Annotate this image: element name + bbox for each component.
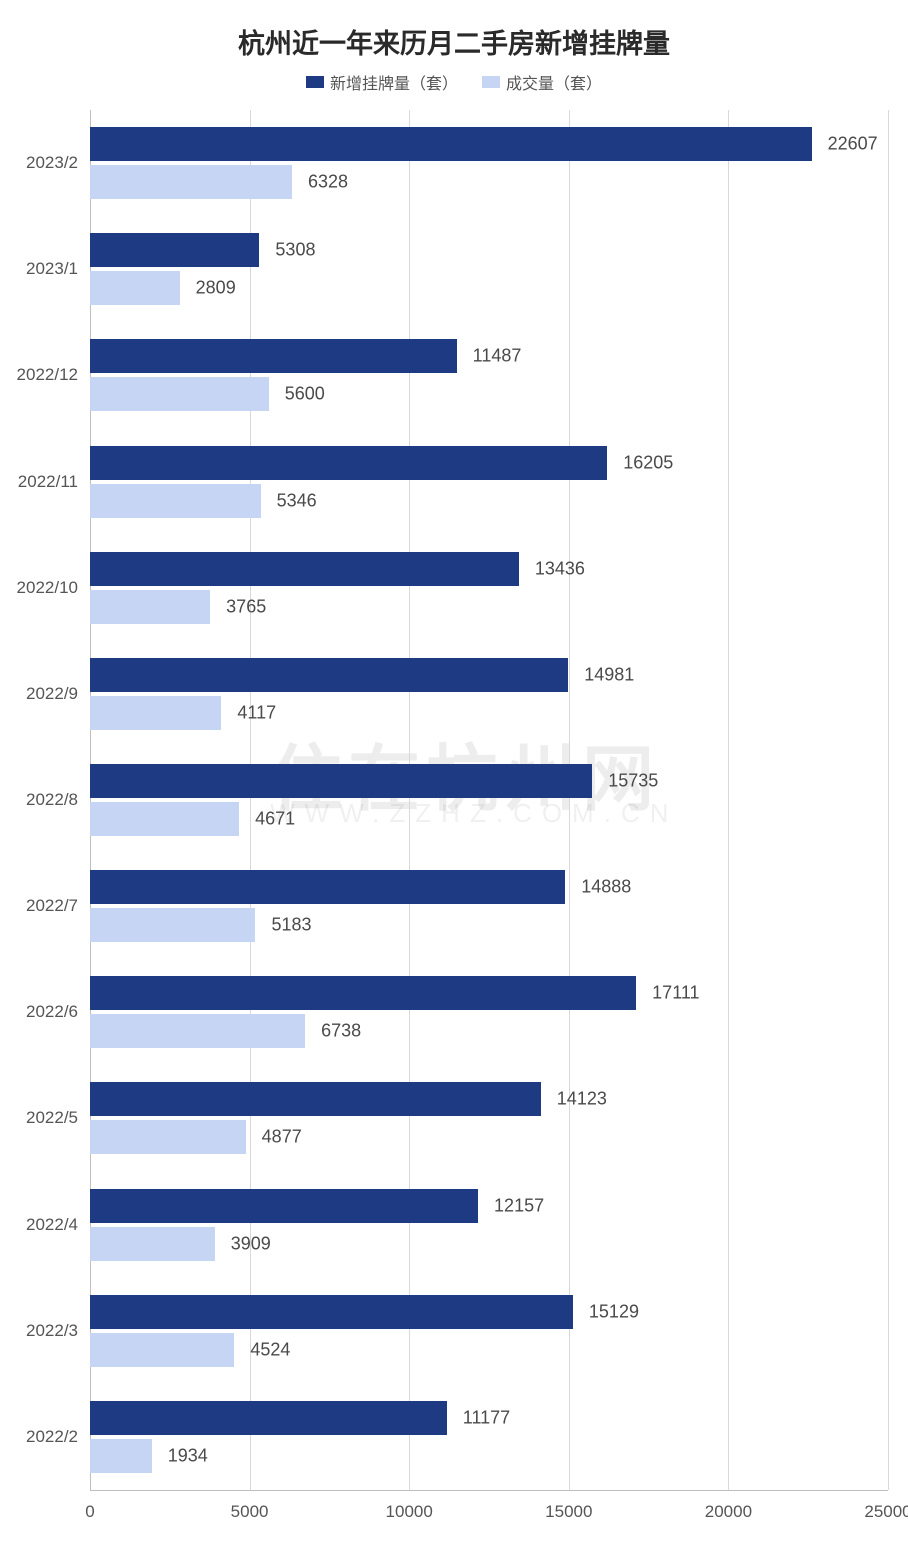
bar-listings [90,552,519,586]
data-label: 6328 [308,172,348,193]
data-label: 16205 [623,452,673,473]
y-tick-label: 2022/10 [0,578,78,598]
legend-swatch [482,76,500,88]
bar-transactions [90,165,292,199]
y-tick-label: 2022/9 [0,684,78,704]
y-tick-label: 2023/1 [0,259,78,279]
y-tick-label: 2022/4 [0,1215,78,1235]
y-tick-label: 2022/3 [0,1321,78,1341]
bar-listings [90,764,592,798]
data-label: 11177 [463,1407,510,1428]
x-tick-label: 10000 [386,1502,433,1522]
data-label: 13436 [535,558,585,579]
y-tick-label: 2022/11 [0,472,78,492]
x-tick-label: 15000 [545,1502,592,1522]
data-label: 14981 [584,664,634,685]
bar-transactions [90,590,210,624]
watermark-url: WWW.ZZHZ.COM.CN [270,798,679,829]
bar-transactions [90,908,255,942]
x-tick-label: 20000 [705,1502,752,1522]
y-tick-label: 2022/12 [0,365,78,385]
gridline [90,110,91,1490]
data-label: 4877 [262,1127,302,1148]
gridline [728,110,729,1490]
legend-label: 新增挂牌量（套） [330,70,458,94]
bar-transactions [90,802,239,836]
data-label: 22607 [828,134,878,155]
data-label: 5183 [271,915,311,936]
bar-transactions [90,1120,246,1154]
data-label: 4117 [237,702,276,723]
y-tick-label: 2022/5 [0,1108,78,1128]
bar-listings [90,446,607,480]
gridline [888,110,889,1490]
plot-area: 住在杭州网WWW.ZZHZ.COM.CN05000100001500020000… [90,110,888,1490]
data-label: 6738 [321,1021,361,1042]
bar-listings [90,658,568,692]
bar-listings [90,1401,447,1435]
gridline [409,110,410,1490]
bar-transactions [90,1014,305,1048]
bar-transactions [90,484,261,518]
data-label: 5308 [275,240,315,261]
bar-listings [90,127,812,161]
data-label: 17111 [652,983,699,1004]
data-label: 2809 [196,278,236,299]
bar-listings [90,870,565,904]
chart-legend: 新增挂牌量（套） 成交量（套） [0,70,908,94]
y-tick-label: 2022/6 [0,1002,78,1022]
bar-listings [90,339,457,373]
data-label: 5600 [285,384,325,405]
data-label: 1934 [168,1445,208,1466]
chart-title: 杭州近一年来历月二手房新增挂牌量 [0,22,908,61]
bar-listings [90,1189,478,1223]
hangzhou-listing-chart: 杭州近一年来历月二手房新增挂牌量 新增挂牌量（套） 成交量（套） 住在杭州网WWW… [0,0,908,1545]
data-label: 15735 [608,771,658,792]
bar-transactions [90,1227,215,1261]
data-label: 14888 [581,877,631,898]
y-tick-label: 2023/2 [0,153,78,173]
bar-transactions [90,1439,152,1473]
data-label: 15129 [589,1301,639,1322]
x-tick-label: 5000 [231,1502,269,1522]
y-tick-label: 2022/2 [0,1427,78,1447]
bar-listings [90,233,259,267]
bar-transactions [90,696,221,730]
data-label: 4671 [255,809,295,830]
bar-listings [90,1082,541,1116]
data-label: 3909 [231,1233,271,1254]
x-tick-label: 0 [85,1502,94,1522]
x-tick-label: 25000 [864,1502,908,1522]
legend-item: 新增挂牌量（套） [306,70,458,94]
bar-listings [90,1295,573,1329]
data-label: 11487 [473,346,522,367]
data-label: 5346 [277,490,317,511]
bar-transactions [90,1333,234,1367]
data-label: 14123 [557,1089,607,1110]
data-label: 12157 [494,1195,544,1216]
legend-label: 成交量（套） [506,70,602,94]
bar-listings [90,976,636,1010]
gridline [250,110,251,1490]
bar-transactions [90,377,269,411]
gridline [569,110,570,1490]
legend-swatch [306,76,324,88]
legend-item: 成交量（套） [482,70,602,94]
y-tick-label: 2022/7 [0,896,78,916]
data-label: 4524 [250,1339,290,1360]
x-axis-line [90,1490,888,1491]
data-label: 3765 [226,596,266,617]
bar-transactions [90,271,180,305]
y-tick-label: 2022/8 [0,790,78,810]
